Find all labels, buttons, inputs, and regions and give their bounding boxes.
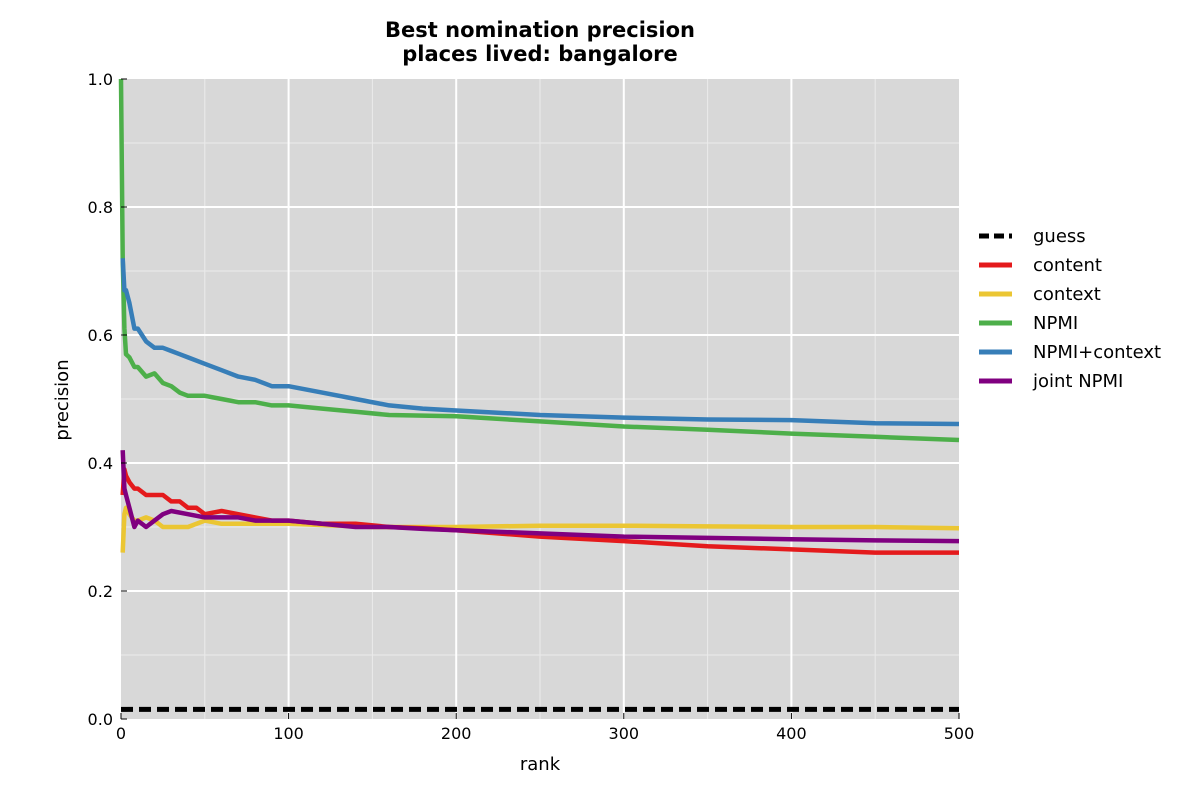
x-tick-label: 0 (116, 724, 126, 743)
series-layer (118, 78, 960, 712)
y-tick-label: 0.0 (88, 710, 113, 729)
x-tick-label: 300 (609, 724, 640, 743)
x-tick-label: 100 (273, 724, 304, 743)
legend-label: NPMI (1033, 313, 1078, 334)
y-tick-label: 0.2 (88, 582, 113, 601)
x-tick-label: 500 (944, 724, 975, 743)
axis-ticks: 0 100 200 300 400 500 0.0 0.2 0.4 0.6 0.8 1.0 (88, 70, 975, 743)
grid-lines (121, 79, 959, 719)
legend-label: context (1033, 284, 1101, 305)
x-axis-label: rank (520, 754, 561, 775)
y-axis-label: precision (52, 359, 73, 440)
series-line-npmi-context (120, 258, 960, 427)
legend: guess content context NPMI NPMI+context joint… (979, 226, 1161, 392)
series-line-content (120, 467, 959, 555)
chart-title: Best nomination precision (385, 18, 695, 42)
legend-label: content (1033, 255, 1102, 276)
legend-label: NPMI+context (1033, 342, 1161, 363)
series-line-npmi (118, 78, 960, 443)
chart-subtitle: places lived: bangalore (402, 42, 678, 66)
y-tick-label: 0.8 (88, 198, 113, 217)
y-tick-label: 0.4 (88, 454, 113, 473)
legend-label: guess (1033, 226, 1086, 247)
x-tick-label: 200 (441, 724, 472, 743)
x-tick-label: 400 (776, 724, 807, 743)
y-tick-label: 0.6 (88, 326, 113, 345)
y-tick-label: 1.0 (88, 70, 113, 89)
series-line-joint-npmi (120, 450, 960, 544)
legend-label: joint NPMI (1032, 371, 1123, 392)
